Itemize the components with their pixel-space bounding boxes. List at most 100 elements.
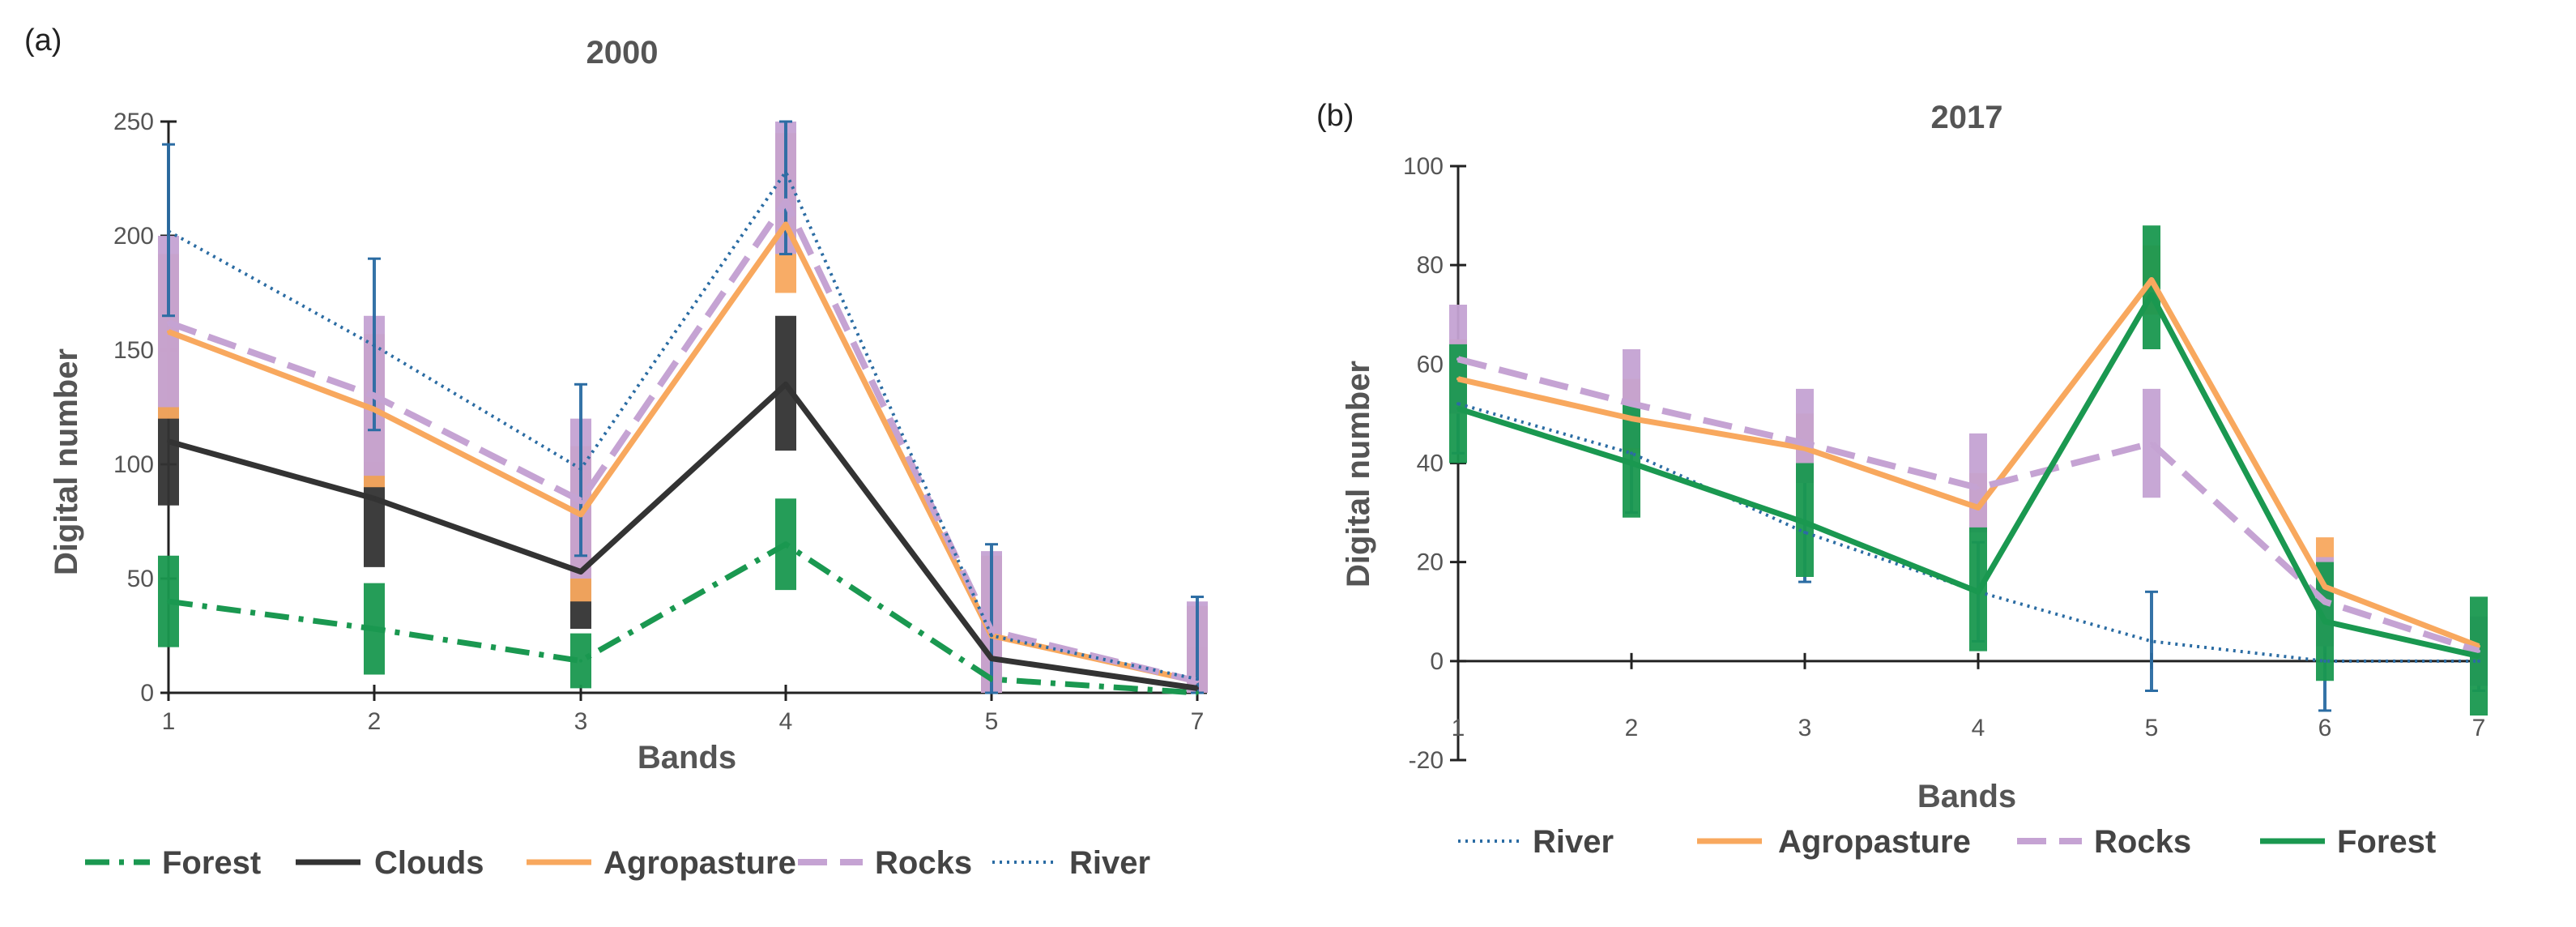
series-line-forest <box>168 541 1198 696</box>
data-point <box>2323 585 2327 589</box>
chart-a-series-lines <box>167 170 1199 696</box>
chart-b-x-tick-label: 3 <box>1798 715 1812 741</box>
data-point <box>1456 402 1460 406</box>
data-point <box>1803 520 1806 524</box>
series-line-clouds <box>168 381 1198 691</box>
data-point <box>990 656 993 660</box>
chart-b-x-tick-label: 5 <box>2145 715 2159 741</box>
data-point <box>167 229 170 233</box>
chart-a-y-tick-label: 250 <box>113 109 154 135</box>
chart-b-x-tick-label: 4 <box>1972 715 1985 741</box>
data-point <box>373 627 376 631</box>
chart-b-ylabel: Digital number <box>1341 361 1376 587</box>
data-point <box>990 677 993 681</box>
data-point <box>2477 659 2480 663</box>
chart-a-legend: Forest Clouds Agropasture Rocks River <box>85 845 1150 881</box>
chart-a-x-tick-label: 7 <box>1191 708 1205 735</box>
legend-label-agropasture: Agropasture <box>1778 824 1971 860</box>
chart-a-xlabel: Bands <box>638 740 736 775</box>
data-point <box>1977 506 1980 510</box>
panel-b-label: (b) <box>1316 99 1354 133</box>
chart-a-x-tick-label: 1 <box>162 708 176 735</box>
chart-b-legend: River Agropasture Rocks Forest <box>1458 824 2436 860</box>
chart-b-y-tick-label: -20 <box>1409 747 1444 774</box>
data-point <box>784 542 787 546</box>
chart-a-x-tick-label: 3 <box>574 708 588 735</box>
data-point <box>990 634 993 638</box>
legend-label-river: River <box>1533 824 1614 860</box>
chart-a-y-tick-label: 200 <box>113 223 154 250</box>
data-point <box>1456 407 1460 411</box>
legend-label-rocks: Rocks <box>875 845 972 881</box>
panel-a-label: (a) <box>24 23 62 58</box>
chart-b-y-tick-label: 60 <box>1417 351 1444 378</box>
chart-b-x-tick-label: 2 <box>1625 715 1639 741</box>
data-point <box>579 513 582 517</box>
data-point <box>784 222 787 226</box>
chart-b-y-tick-label: 100 <box>1403 153 1444 180</box>
data-point <box>1630 417 1633 421</box>
chart-b-xlabel: Bands <box>1917 779 2016 814</box>
data-point <box>2150 639 2153 643</box>
data-point <box>2477 649 2480 653</box>
chart-a-x-tick-label: 2 <box>368 708 382 735</box>
data-point <box>1196 686 1199 690</box>
chart-b-y-tick-label: 20 <box>1417 549 1444 576</box>
chart-a-y-tick-label: 50 <box>127 566 154 592</box>
data-point <box>373 497 376 501</box>
chart-b-series-lines <box>1456 276 2480 663</box>
chart-a-x-tick-label: 4 <box>779 708 793 735</box>
data-point <box>2150 278 2153 282</box>
data-point <box>1456 377 1460 381</box>
data-point <box>167 321 170 325</box>
data-point <box>2477 644 2480 648</box>
data-point <box>2150 442 2153 446</box>
data-point <box>1977 486 1980 490</box>
chart-b-x-tick-label: 1 <box>1452 715 1465 741</box>
data-point <box>167 600 170 604</box>
data-point <box>1630 402 1633 406</box>
chart-panel-a: (a) 2000 Digital number Bands 0 50 100 150 2… <box>24 23 1208 881</box>
data-point <box>990 629 993 633</box>
chart-b-y-tick-label: 40 <box>1417 451 1444 477</box>
chart-b-x-tick-label: 6 <box>2318 715 2332 741</box>
data-point <box>1196 677 1199 681</box>
data-point <box>373 344 376 348</box>
data-point <box>784 199 787 203</box>
legend-label-agropasture: Agropasture <box>603 845 796 881</box>
data-point <box>1803 531 1806 535</box>
chart-b-x-tick-label: 7 <box>2472 715 2486 741</box>
data-point <box>1630 461 1633 465</box>
series-line-agropasture <box>167 221 1198 685</box>
chart-a-ylabel: Digital number <box>49 348 84 575</box>
data-point <box>167 439 170 443</box>
chart-a-title: 2000 <box>586 35 659 70</box>
series-line-rocks <box>167 198 1198 685</box>
data-point <box>373 394 376 398</box>
data-point <box>579 659 582 663</box>
data-point <box>2150 293 2153 297</box>
data-point <box>167 330 170 334</box>
data-point <box>2323 600 2327 604</box>
chart-a-error-bars <box>158 120 1208 694</box>
data-point <box>579 570 582 574</box>
chart-a-x-tick-label: 5 <box>985 708 999 735</box>
series-line-river <box>168 170 1198 681</box>
data-point <box>1196 691 1199 694</box>
data-point <box>373 408 376 412</box>
chart-a-y-tick-label: 0 <box>140 680 154 707</box>
data-point <box>1977 590 1980 594</box>
data-point <box>2323 619 2327 623</box>
chart-a-y-tick-label: 150 <box>113 337 154 364</box>
chart-b-y-tick-label: 80 <box>1417 252 1444 279</box>
legend-label-forest: Forest <box>2337 824 2436 860</box>
legend-label-forest: Forest <box>162 845 261 881</box>
data-point <box>1456 357 1460 361</box>
data-point <box>1803 442 1806 446</box>
data-point <box>1803 446 1806 451</box>
data-point <box>2323 659 2327 663</box>
chart-a-y-tick-label: 100 <box>113 451 154 478</box>
chart-a-axes: 0 50 100 150 200 250 1 2 3 4 5 7 <box>113 109 1207 735</box>
data-point <box>2477 654 2480 658</box>
